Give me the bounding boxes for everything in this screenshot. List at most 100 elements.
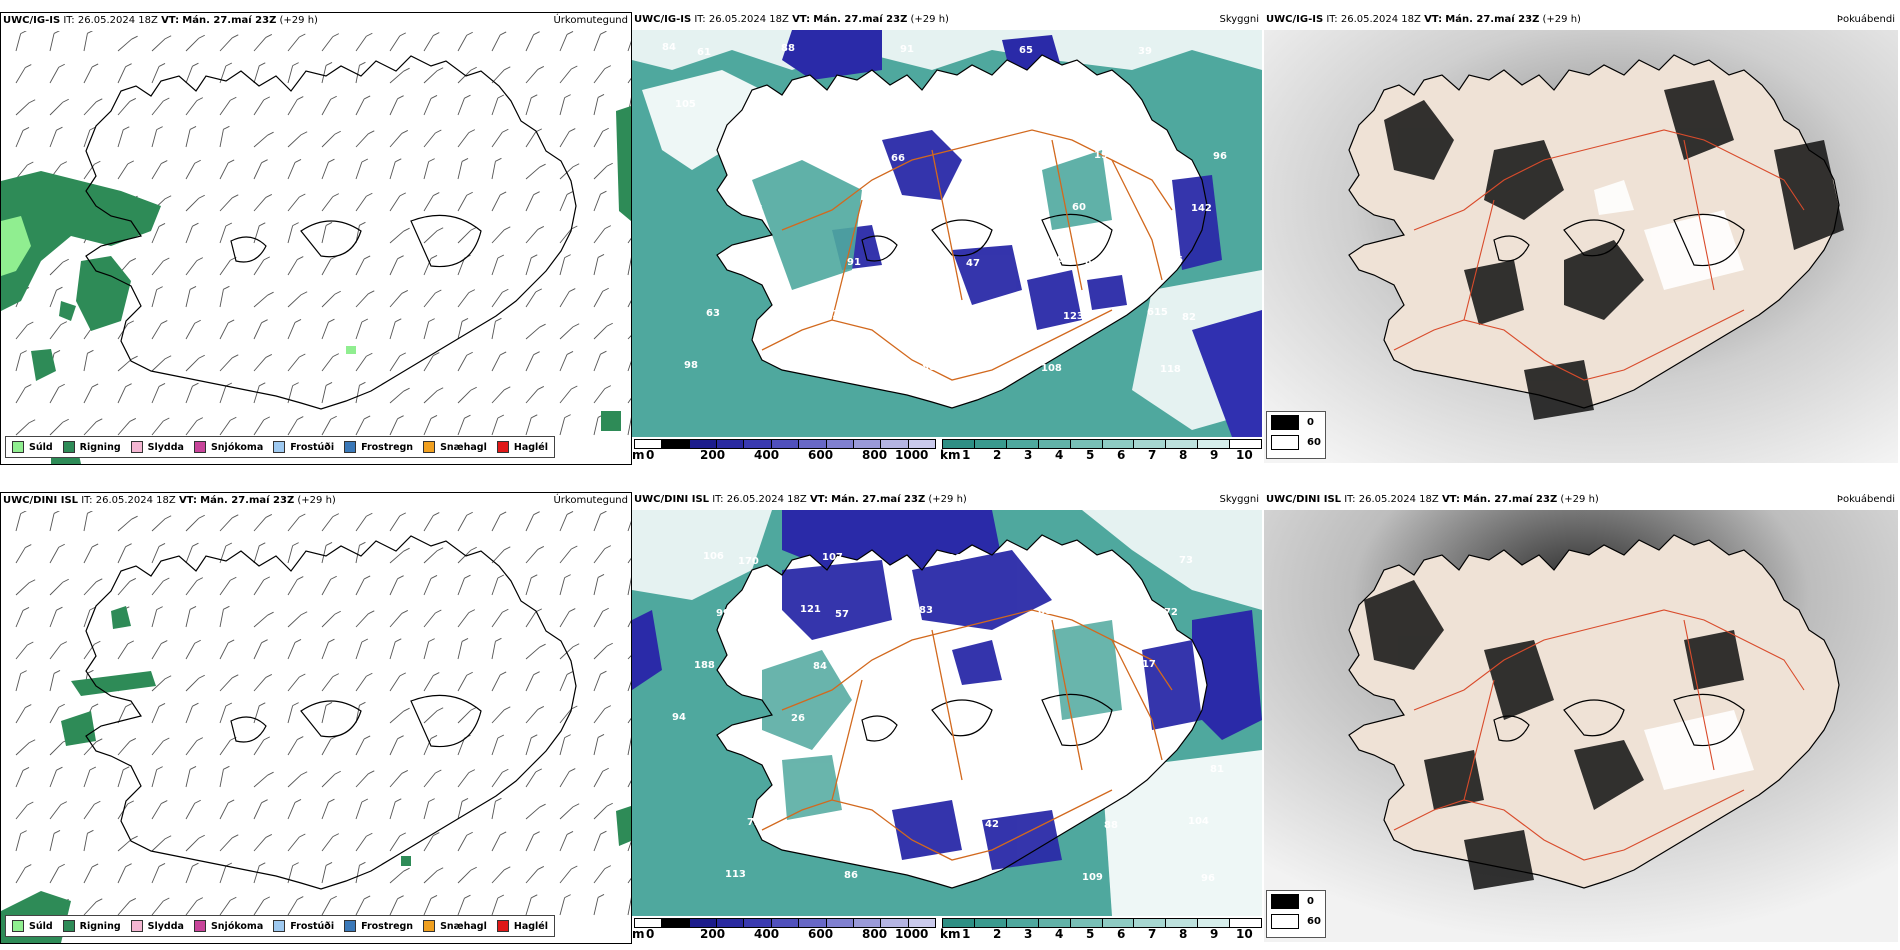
precip-legend-swatch	[423, 441, 436, 453]
precip-legend-swatch	[130, 920, 143, 932]
precip-type-panel-bottom: UWC/DINI ISL IT: 26.05.2024 18Z VT: Mán.…	[0, 492, 632, 944]
wind-barb-flag	[436, 547, 444, 552]
wind-barb	[321, 705, 327, 724]
m-tick: 0	[646, 927, 655, 941]
wind-barb	[185, 100, 198, 116]
wind-barb-flag	[127, 640, 135, 645]
wind-barb-flag	[300, 771, 308, 776]
wind-barb-flag	[127, 800, 135, 805]
wind-barb	[627, 397, 631, 404]
wind-barb-flag	[604, 65, 612, 70]
precip-legend-item: Súld	[12, 441, 53, 453]
visibility-labels: 106 121 90 86 92 104 113 107 83 84 6591 81 72 86 100 88…	[672, 551, 1224, 884]
wind-barb	[253, 517, 267, 532]
wind-barb-flag	[606, 322, 613, 327]
wind-barb	[83, 66, 93, 84]
wind-barb-flag	[129, 258, 137, 262]
wind-barb-flag	[539, 643, 546, 648]
wind-barb-flag	[470, 386, 477, 391]
wind-barb	[49, 387, 60, 404]
wind-barb	[321, 836, 334, 852]
wind-barb-flag	[403, 387, 410, 392]
wind-barb	[593, 737, 599, 756]
wind-barb	[491, 869, 505, 884]
wind-barb-flag	[499, 831, 507, 836]
wind-barb-flag	[466, 831, 473, 836]
wind-barb	[491, 549, 505, 564]
wind-barb	[287, 419, 298, 436]
wind-barb	[355, 35, 367, 52]
wind-barb-flag	[361, 318, 369, 323]
wind-barb-flag	[265, 674, 273, 678]
wind-barb	[15, 644, 28, 660]
visibility-value-label: 105	[675, 99, 696, 110]
wind-barb	[593, 834, 601, 852]
wind-barb	[151, 740, 164, 756]
wind-barb-flag	[436, 387, 444, 392]
wind-barb	[559, 548, 572, 564]
wind-barb	[491, 161, 496, 180]
wind-barb	[49, 67, 60, 84]
wind-barb	[355, 418, 365, 436]
wind-barb-flag	[470, 66, 477, 71]
wind-barb	[321, 196, 334, 212]
wind-barb	[253, 134, 268, 148]
wind-barb-flag	[192, 702, 199, 707]
visibility-value-label: 83	[919, 605, 933, 616]
wind-barb	[525, 194, 535, 212]
wind-barb-flag	[468, 129, 476, 134]
wind-barb	[423, 801, 430, 820]
wind-barb-flag	[566, 671, 574, 675]
wind-barb-flag	[606, 642, 613, 647]
wind-barb-flag	[158, 383, 166, 387]
wind-barb-flag	[504, 546, 511, 551]
wind-barb-flag	[497, 574, 505, 579]
wind-barb-flag	[28, 99, 36, 104]
wind-barb	[321, 613, 336, 628]
precip-legend-swatch	[496, 920, 509, 932]
wind-barb	[151, 323, 162, 340]
wind-barb	[15, 867, 26, 884]
wind-barb	[253, 197, 267, 212]
wind-barb-flag	[196, 257, 204, 262]
wind-barb	[83, 33, 88, 52]
wind-barb	[151, 260, 164, 276]
wind-barb	[253, 802, 263, 820]
m-tick: 0	[646, 448, 655, 462]
precip-legend-item: Frostúði	[273, 920, 334, 932]
wind-barb-flag	[227, 319, 235, 324]
wind-barb-flag	[430, 255, 438, 259]
wind-barb	[321, 739, 332, 756]
wind-barb	[423, 675, 434, 692]
visibility-value-label: 66	[891, 153, 905, 164]
wind-barb	[185, 420, 198, 436]
wind-barb	[49, 421, 64, 436]
visibility-value-label: 99	[716, 608, 730, 619]
wind-barb-flag	[466, 671, 473, 676]
it-value: 26.05.2024 18Z	[95, 495, 176, 506]
wind-barb-flag	[163, 897, 170, 902]
wind-barb	[253, 225, 260, 244]
visibility-value-label: 72	[988, 206, 1002, 217]
wind-barb-flag	[468, 289, 476, 294]
wind-barb	[559, 68, 572, 84]
wind-barb-flag	[325, 702, 333, 706]
wind-barb	[15, 804, 28, 820]
m-tick: 600	[808, 448, 834, 462]
wind-barb-flag	[87, 669, 94, 674]
wind-barb	[185, 260, 198, 276]
wind-barb-flag	[461, 318, 469, 322]
wind-barb	[185, 357, 200, 372]
visibility-value-label: 121	[1060, 554, 1081, 565]
wind-barb-flag	[403, 707, 410, 712]
precip-legend-item: Snjókoma	[193, 920, 263, 932]
wind-barb-flag	[366, 32, 373, 37]
wind-barb-flag	[428, 798, 435, 803]
wind-barb-flag	[569, 608, 576, 612]
wind-barb-flag	[225, 542, 233, 547]
wind-barb	[389, 355, 401, 372]
wind-barb-flag	[325, 62, 333, 66]
wind-barb	[185, 163, 196, 180]
wind-barb-flag	[127, 320, 135, 325]
visibility-value-label: 12	[794, 100, 808, 111]
